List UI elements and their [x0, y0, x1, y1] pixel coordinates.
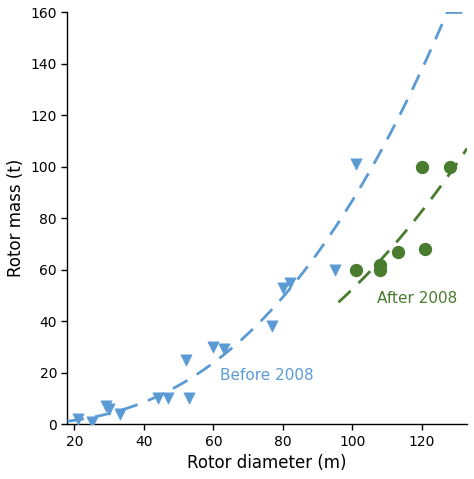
- Point: [352, 160, 360, 168]
- Point: [164, 395, 172, 402]
- Point: [220, 346, 228, 354]
- Point: [376, 261, 384, 268]
- Point: [105, 405, 113, 412]
- Text: Before 2008: Before 2008: [220, 368, 314, 383]
- Point: [210, 343, 217, 351]
- Point: [286, 279, 293, 286]
- Y-axis label: Rotor mass (t): Rotor mass (t): [7, 159, 25, 277]
- Point: [88, 418, 96, 425]
- Point: [182, 356, 189, 364]
- Point: [154, 395, 162, 402]
- Point: [102, 402, 109, 410]
- Point: [446, 163, 454, 171]
- Point: [352, 266, 360, 274]
- Point: [185, 395, 193, 402]
- Point: [74, 415, 82, 423]
- Point: [116, 410, 123, 418]
- X-axis label: Rotor diameter (m): Rotor diameter (m): [188, 454, 347, 472]
- Point: [394, 248, 401, 255]
- Point: [331, 266, 339, 274]
- Text: After 2008: After 2008: [377, 291, 457, 306]
- Point: [421, 245, 429, 253]
- Point: [269, 322, 276, 330]
- Point: [418, 163, 426, 171]
- Point: [279, 284, 287, 292]
- Point: [376, 266, 384, 274]
